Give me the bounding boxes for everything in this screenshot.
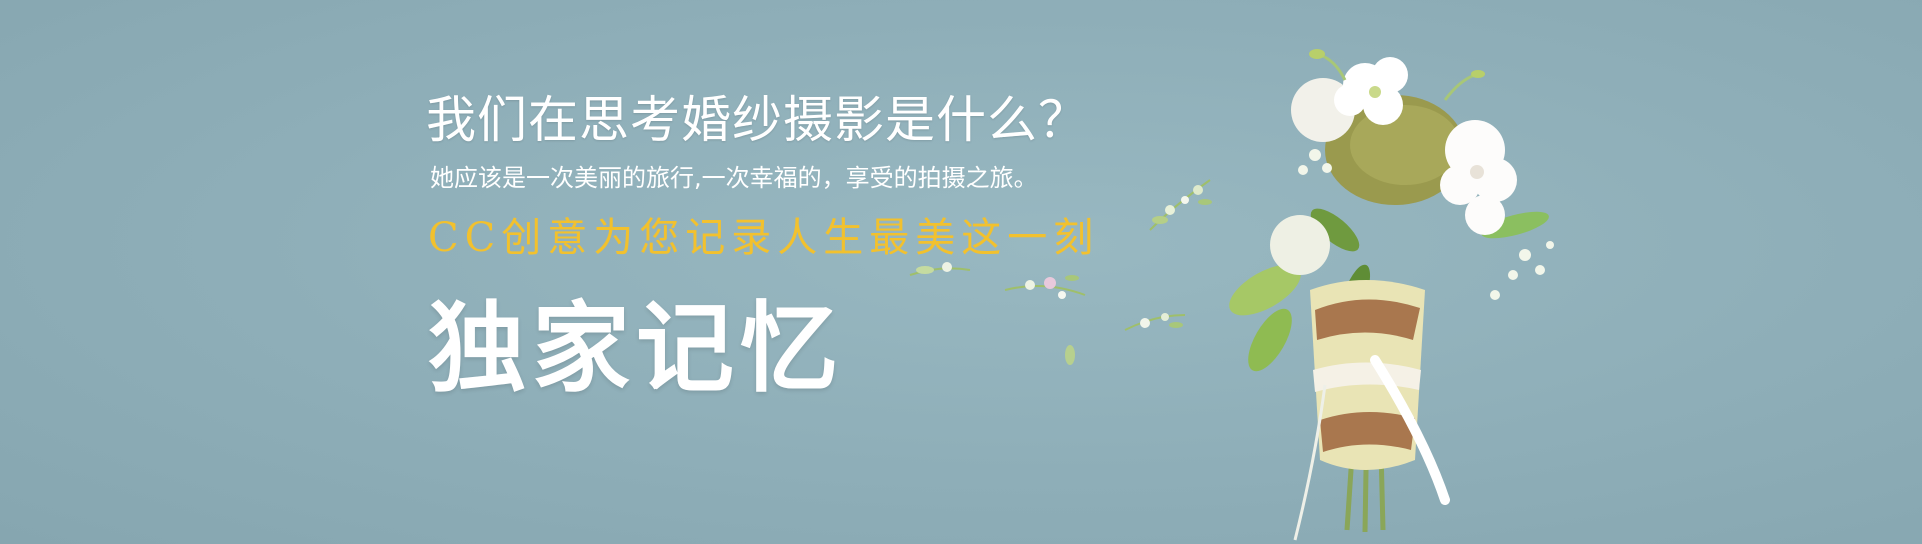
bouquet-illustration [1229,49,1554,541]
sprig-icon [1149,179,1212,231]
sprig-icon [1004,275,1086,299]
sprig-icon [909,262,971,276]
banner-text: 我们在思考婚纱摄影是什么？ 她应该是一次美丽的旅行,一次幸福的，享受的拍摄之旅。… [426,80,1099,411]
sprig-icon [1065,345,1075,365]
banner-headline: 我们在思考婚纱摄影是什么？ [426,91,1089,149]
banner-subline: 她应该是一次美丽的旅行,一次幸福的，享受的拍摄之旅。 [430,164,1038,192]
banner-slogan: CC创意为您记录人生最美这一刻 [428,215,1100,261]
sprig-icon [1124,313,1186,331]
banner-big-title: 独家记忆 [428,292,845,406]
